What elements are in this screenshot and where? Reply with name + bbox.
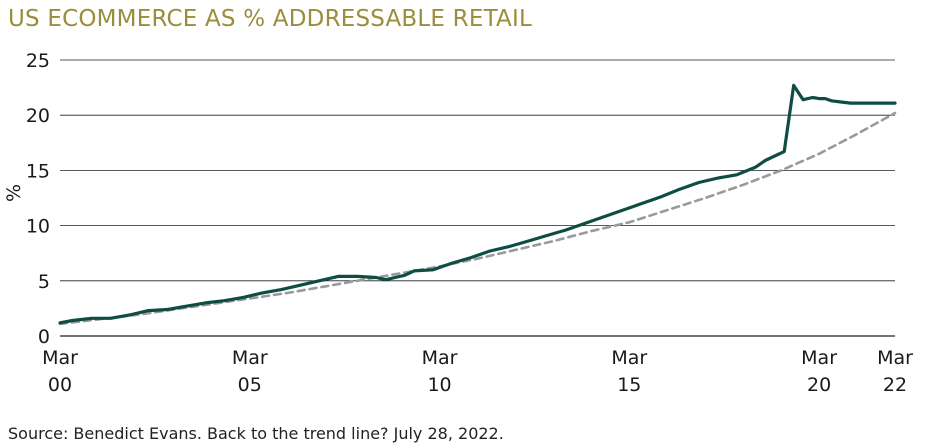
x-tick-label-year: 10: [427, 374, 451, 396]
x-tick-label-month: Mar: [877, 347, 913, 369]
gridlines: [60, 59, 895, 337]
x-tick-label-year: 22: [883, 374, 907, 396]
x-tick-label-year: 00: [48, 374, 72, 396]
ecommerce-share-line: [58, 83, 897, 325]
y-axis-ticks: 0 5 10 15 20 25: [26, 50, 50, 348]
y-tick-label: 20: [26, 105, 50, 127]
y-tick-label: 15: [26, 160, 50, 182]
x-tick-label-year: 20: [807, 374, 831, 396]
source-note: Source: Benedict Evans. Back to the tren…: [8, 424, 504, 443]
y-tick-label: 25: [26, 50, 50, 72]
x-tick-label-month: Mar: [422, 347, 458, 369]
x-tick-label-month: Mar: [611, 347, 647, 369]
x-tick-label-month: Mar: [42, 347, 78, 369]
x-tick-label-month: Mar: [232, 347, 268, 369]
chart-title: US ECOMMERCE AS % ADDRESSABLE RETAIL: [8, 6, 532, 32]
y-tick-label: 0: [38, 326, 50, 348]
x-tick-label-year: 15: [617, 374, 641, 396]
y-axis-label: %: [3, 184, 25, 202]
series-layer: [58, 83, 897, 326]
x-tick-label-month: Mar: [801, 347, 837, 369]
x-tick-label-year: 05: [238, 374, 262, 396]
x-axis-ticks: Mar 00 Mar 05 Mar 10 Mar 15 Mar 20 Mar 22: [42, 347, 913, 396]
y-tick-label: 10: [26, 216, 50, 238]
y-tick-label: 5: [38, 271, 50, 293]
trend-line: [58, 111, 897, 326]
